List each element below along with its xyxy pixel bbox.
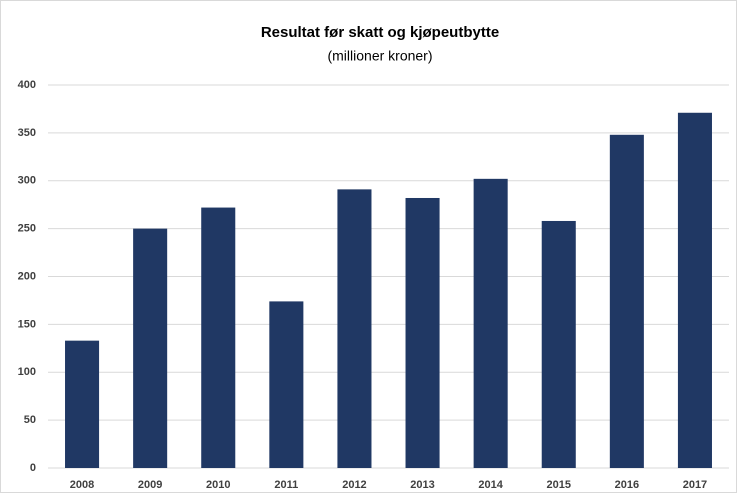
bar (201, 207, 236, 468)
x-tick-label: 2016 (615, 479, 639, 491)
x-tick-label: 2012 (342, 479, 366, 491)
y-tick-label: 150 (18, 318, 36, 330)
x-tick-label: 2011 (274, 479, 298, 491)
x-tick-label: 2014 (478, 479, 503, 491)
y-tick-label: 100 (18, 366, 36, 378)
chart-subtitle: (millioner kroner) (327, 48, 432, 64)
bar (541, 220, 576, 468)
y-tick-label: 50 (24, 414, 36, 426)
bar (677, 112, 712, 468)
x-tick-label: 2008 (70, 479, 94, 491)
chart-title: Resultat før skatt og kjøpeutbytte (261, 24, 499, 41)
bar (609, 134, 644, 469)
y-tick-label: 350 (18, 127, 36, 139)
bar (269, 301, 304, 468)
y-tick-label: 400 (18, 79, 36, 91)
bar (65, 340, 100, 468)
x-tick-label: 2015 (547, 479, 571, 491)
y-tick-label: 0 (30, 462, 36, 474)
x-tick-label: 2017 (683, 479, 707, 491)
bar (405, 197, 440, 469)
bar (133, 228, 168, 468)
x-tick-label: 2013 (410, 479, 434, 491)
y-tick-label: 250 (18, 223, 36, 235)
y-tick-label: 300 (18, 175, 36, 187)
bar (473, 178, 508, 468)
x-tick-label: 2010 (206, 479, 230, 491)
bar (337, 189, 372, 468)
y-tick-label: 200 (18, 270, 36, 282)
x-tick-label: 2009 (138, 479, 162, 491)
